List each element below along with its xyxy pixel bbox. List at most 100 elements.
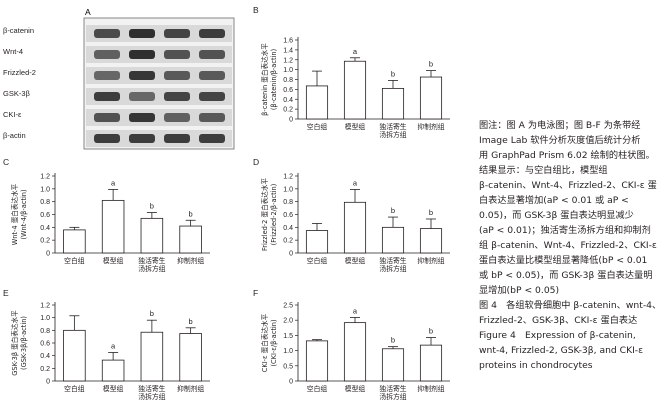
x-tick-label-line: 汤拆方组 (379, 392, 406, 401)
blot-row-label: Wnt-4 (3, 47, 23, 56)
x-tick-label: 模型组 (103, 256, 124, 265)
caption-line: Figure 4 Expression of β-catenin, (479, 330, 636, 341)
y-tick-label: 0.2 (283, 238, 293, 245)
x-tick-label: 独活寄生汤拆方组 (379, 384, 406, 401)
y-tick-label: 1.0 (40, 315, 50, 322)
bar (101, 199, 125, 254)
bar (381, 87, 405, 120)
bar (419, 76, 443, 120)
y-tick-label: 1.6 (283, 38, 293, 45)
x-tick-label-line: 空白组 (64, 384, 85, 393)
y-tick-label: 0.8 (283, 77, 293, 84)
x-tick-label: 空白组 (307, 384, 328, 393)
y-tick-label: 0.8 (40, 199, 50, 206)
chart-panel-b: B 0 0.2 0.4 0.6 0.8 1.0 1.2 1.4 1.6 β-catenin 蛋白表达… (253, 5, 450, 139)
caption-line: 显增加(bP < 0.05) (479, 285, 560, 296)
x-tick-label-line: 汤拆方组 (138, 392, 165, 401)
x-tick-label: 抑制剂组 (417, 122, 444, 131)
caption-line: 图注：图 A 为电泳图；图 B-F 为条带经 (479, 120, 641, 131)
blot-row-label: β-catenin (3, 26, 34, 35)
bar (179, 225, 202, 254)
panel-letter: F (253, 288, 258, 298)
blot-band (94, 113, 120, 122)
bar (305, 340, 329, 382)
blot-band (199, 29, 225, 38)
x-tick-label-line: 独活寄生 (379, 256, 406, 265)
blot-band (94, 134, 120, 143)
y-tick-label: 1.2 (40, 174, 50, 181)
y-axis-label: Wnt-4 蛋白表达水平(Wnt-4/β-actin) (10, 183, 28, 245)
x-tick-label: 模型组 (345, 122, 366, 131)
bar (305, 85, 329, 120)
x-tick-label: 空白组 (307, 256, 328, 265)
y-tick-label: 0 (46, 379, 50, 386)
bar (140, 331, 164, 382)
panel-letter: C (3, 157, 9, 167)
x-tick-label: 抑制剂组 (177, 256, 204, 265)
significance-mark: b (429, 327, 433, 336)
panel-letter: D (253, 157, 259, 167)
caption-line: (aP < 0.01)；独活寄生汤拆方组和抑制剂 (479, 225, 651, 236)
figure-caption: 图注：图 A 为电泳图；图 B-F 为条带经 Image Lab 软件分析灰度值… (479, 118, 667, 373)
caption-line: 或 bP < 0.05)，而 GSK-3β 蛋白表达量明 (479, 270, 653, 281)
y-axis-label-line: (CKI-ε/β-actin) (270, 319, 278, 366)
y-axis-label: CKI-ε 蛋白表达水平(CKI-ε/β-actin) (260, 313, 278, 372)
caption-line: 组 β-catenin、Wnt-4、Frizzled-2、CKI-ε (479, 240, 657, 251)
x-tick-label-line: 独活寄生 (138, 256, 165, 265)
blot-band (94, 71, 120, 80)
caption-line: 用 GraphPad Prism 6.02 绘制的柱状图。 (479, 150, 655, 161)
significance-mark: b (429, 60, 433, 69)
bar (381, 226, 405, 254)
blot-band (129, 134, 155, 143)
blot-strip (86, 88, 232, 105)
y-tick-label: 0 (46, 251, 50, 258)
blot-strip (86, 25, 232, 42)
y-tick-label: 0 (289, 251, 293, 258)
x-tick-label: 抑制剂组 (417, 384, 444, 393)
y-tick-label: 0.2 (40, 238, 50, 245)
y-axis-label: β-catenin 蛋白表达水平(β-catenin/β-actin) (260, 43, 278, 116)
x-tick-label: 独活寄生汤拆方组 (138, 384, 165, 401)
x-tick-label-line: 抑制剂组 (417, 122, 444, 131)
y-tick-label: 1.5 (283, 333, 293, 340)
panel-letter-a: A (85, 7, 91, 17)
blot-band (94, 50, 120, 59)
y-tick-label: 1.0 (40, 186, 50, 193)
y-tick-label: 1.2 (40, 303, 50, 310)
y-axis-label: Frizzled-2 蛋白表达水平(Frizzled-2/β-actin) (260, 178, 278, 251)
y-tick-label: 0.5 (283, 363, 293, 370)
significance-mark: b (391, 69, 395, 78)
y-tick-label: 1.0 (283, 186, 293, 193)
blot-band (94, 29, 120, 38)
blot-band (199, 92, 225, 101)
x-tick-label-line: 模型组 (345, 384, 366, 393)
caption-line: 白表达显著增加(aP < 0.01 或 aP < (479, 195, 629, 206)
y-tick-label: 2.0 (283, 318, 293, 325)
x-tick-label: 空白组 (307, 122, 328, 131)
x-tick-label-line: 模型组 (345, 256, 366, 265)
chart-panel-d: D 0 0.2 0.4 0.6 0.8 1.0 1.2 Frizzled-2 蛋白表达水平(Fr… (253, 157, 450, 273)
blot-band (129, 92, 155, 101)
panel-letter: E (3, 288, 9, 298)
y-tick-label: 2.5 (283, 303, 293, 310)
y-tick-label: 1.2 (283, 57, 293, 64)
blot-band (129, 29, 155, 38)
bar-charts: B 0 0.2 0.4 0.6 0.8 1.0 1.2 1.4 1.6 β-catenin 蛋白表达… (3, 5, 450, 401)
y-tick-label: 0.4 (40, 225, 50, 232)
significance-mark: b (150, 202, 154, 211)
bar (419, 228, 443, 254)
blot-band (129, 50, 155, 59)
significance-mark: a (353, 47, 358, 56)
blot-band (199, 50, 225, 59)
x-tick-label-line: 汤拆方组 (379, 130, 406, 139)
significance-mark: b (391, 206, 395, 215)
caption-line: wnt-4, Frizzled-2, GSK-3β, and CKI-ε (479, 345, 644, 356)
x-tick-label: 空白组 (64, 384, 85, 393)
caption-line: 蛋白表达量比模型组显著降低(bP < 0.01 (479, 255, 648, 266)
y-axis-label-line: (Frizzled-2/β-actin) (270, 184, 278, 246)
x-tick-label: 独活寄生汤拆方组 (379, 256, 406, 273)
y-axis-label-line: Wnt-4 蛋白表达水平 (10, 183, 19, 245)
y-tick-label: 1.4 (283, 47, 293, 54)
significance-mark: b (189, 317, 193, 326)
blot-strip (86, 109, 232, 126)
